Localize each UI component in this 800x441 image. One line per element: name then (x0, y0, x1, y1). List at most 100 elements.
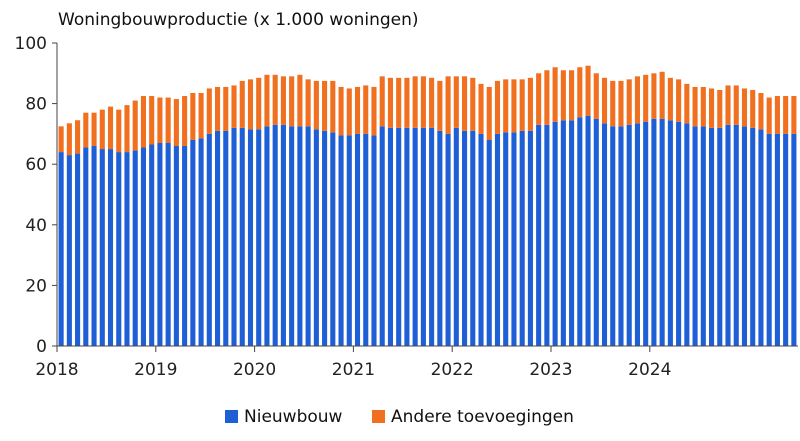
bar-andere-toevoegingen (231, 85, 237, 128)
bar-nieuwbouw (404, 127, 410, 346)
bar-nieuwbouw (725, 124, 731, 346)
bar-nieuwbouw (132, 150, 138, 346)
bar-andere-toevoegingen (536, 73, 542, 125)
bar-andere-toevoegingen (733, 85, 739, 125)
bar-andere-toevoegingen (626, 79, 632, 125)
bar-nieuwbouw (478, 133, 484, 346)
bar-nieuwbouw (593, 118, 599, 346)
bar-andere-toevoegingen (437, 80, 443, 131)
bar-nieuwbouw (569, 120, 575, 347)
bar-nieuwbouw (560, 120, 566, 347)
bar-andere-toevoegingen (651, 73, 657, 119)
bar-nieuwbouw (733, 124, 739, 346)
bar-andere-toevoegingen (322, 80, 328, 131)
bar-nieuwbouw (618, 126, 624, 346)
bar-nieuwbouw (363, 133, 369, 346)
bar-nieuwbouw (215, 130, 221, 346)
bar-nieuwbouw (445, 133, 451, 346)
bar-andere-toevoegingen (264, 74, 270, 127)
bar-nieuwbouw (272, 124, 278, 346)
bar-nieuwbouw (116, 152, 122, 346)
bar-andere-toevoegingen (741, 88, 748, 127)
bar-nieuwbouw (75, 153, 81, 346)
bar-nieuwbouw (750, 127, 756, 346)
bar-andere-toevoegingen (371, 86, 377, 136)
bar-nieuwbouw (783, 133, 789, 346)
bar-andere-toevoegingen (124, 105, 130, 153)
bar-nieuwbouw (149, 144, 155, 346)
x-tick-label: 2020 (233, 360, 276, 380)
bar-nieuwbouw (486, 139, 492, 346)
bar-nieuwbouw (379, 126, 385, 346)
bar-andere-toevoegingen (692, 86, 698, 127)
bar-nieuwbouw (577, 117, 583, 346)
bar-andere-toevoegingen (83, 112, 89, 148)
bar-nieuwbouw (552, 121, 558, 346)
bar-nieuwbouw (610, 126, 616, 346)
bar-nieuwbouw (124, 152, 130, 346)
bar-andere-toevoegingen (198, 93, 204, 139)
bar-andere-toevoegingen (346, 88, 352, 136)
legend-swatch-andere-toevoegingen (372, 410, 385, 423)
bar-nieuwbouw (766, 133, 772, 346)
bar-andere-toevoegingen (569, 70, 575, 121)
y-tick-label: 60 (25, 155, 47, 175)
bar-andere-toevoegingen (149, 96, 155, 145)
bar-nieuwbouw (371, 135, 377, 346)
bar-andere-toevoegingen (445, 76, 451, 134)
bar-andere-toevoegingen (107, 106, 114, 150)
bar-andere-toevoegingen (289, 76, 295, 127)
bar-andere-toevoegingen (593, 73, 599, 119)
bar-nieuwbouw (420, 127, 426, 346)
x-tick-label: 2024 (628, 360, 671, 380)
bar-nieuwbouw (519, 130, 525, 346)
bar-andere-toevoegingen (354, 86, 361, 134)
bar-nieuwbouw (462, 130, 468, 346)
bar-nieuwbouw (651, 118, 657, 346)
bar-andere-toevoegingen (313, 80, 319, 130)
bar-andere-toevoegingen (667, 77, 673, 121)
bar-nieuwbouw (280, 124, 286, 346)
bar-nieuwbouw (313, 129, 319, 346)
bar-andere-toevoegingen (791, 96, 797, 134)
bar-andere-toevoegingen (544, 70, 550, 125)
bar-andere-toevoegingen (206, 88, 212, 134)
bar-andere-toevoegingen (165, 97, 171, 143)
bar-nieuwbouw (396, 127, 402, 346)
bar-andere-toevoegingen (239, 80, 245, 128)
y-tick-label: 80 (25, 95, 47, 115)
bar-andere-toevoegingen (75, 120, 81, 154)
bar-andere-toevoegingen (601, 77, 608, 124)
bar-nieuwbouw (626, 124, 632, 346)
bar-nieuwbouw (527, 130, 533, 346)
bar-nieuwbouw (511, 132, 517, 346)
bar-nieuwbouw (659, 118, 665, 346)
bar-andere-toevoegingen (552, 67, 558, 122)
bar-nieuwbouw (99, 149, 105, 346)
bar-andere-toevoegingen (132, 100, 138, 151)
bar-nieuwbouw (297, 126, 303, 346)
bar-andere-toevoegingen (453, 76, 459, 128)
bar-andere-toevoegingen (618, 80, 624, 127)
bar-nieuwbouw (643, 121, 649, 346)
y-axis: 0 20 40 60 80 100 (15, 34, 58, 357)
bar-andere-toevoegingen (709, 88, 715, 128)
bar-nieuwbouw (157, 142, 163, 346)
bar-andere-toevoegingen (511, 79, 517, 133)
bar-andere-toevoegingen (643, 74, 649, 122)
bar-andere-toevoegingen (420, 76, 426, 128)
bar-andere-toevoegingen (223, 86, 229, 131)
legend: Nieuwbouw Andere toevoegingen (225, 407, 574, 427)
bar-andere-toevoegingen (404, 77, 410, 128)
bar-nieuwbouw (536, 124, 542, 346)
bar-andere-toevoegingen (140, 96, 146, 148)
bar-nieuwbouw (700, 126, 706, 346)
y-tick-label: 40 (25, 216, 47, 236)
x-tick-label: 2021 (332, 360, 375, 380)
bar-nieuwbouw (58, 152, 64, 346)
bar-nieuwbouw (354, 133, 361, 346)
bar-nieuwbouw (585, 115, 591, 346)
bar-nieuwbouw (709, 127, 715, 346)
bar-nieuwbouw (544, 124, 550, 346)
